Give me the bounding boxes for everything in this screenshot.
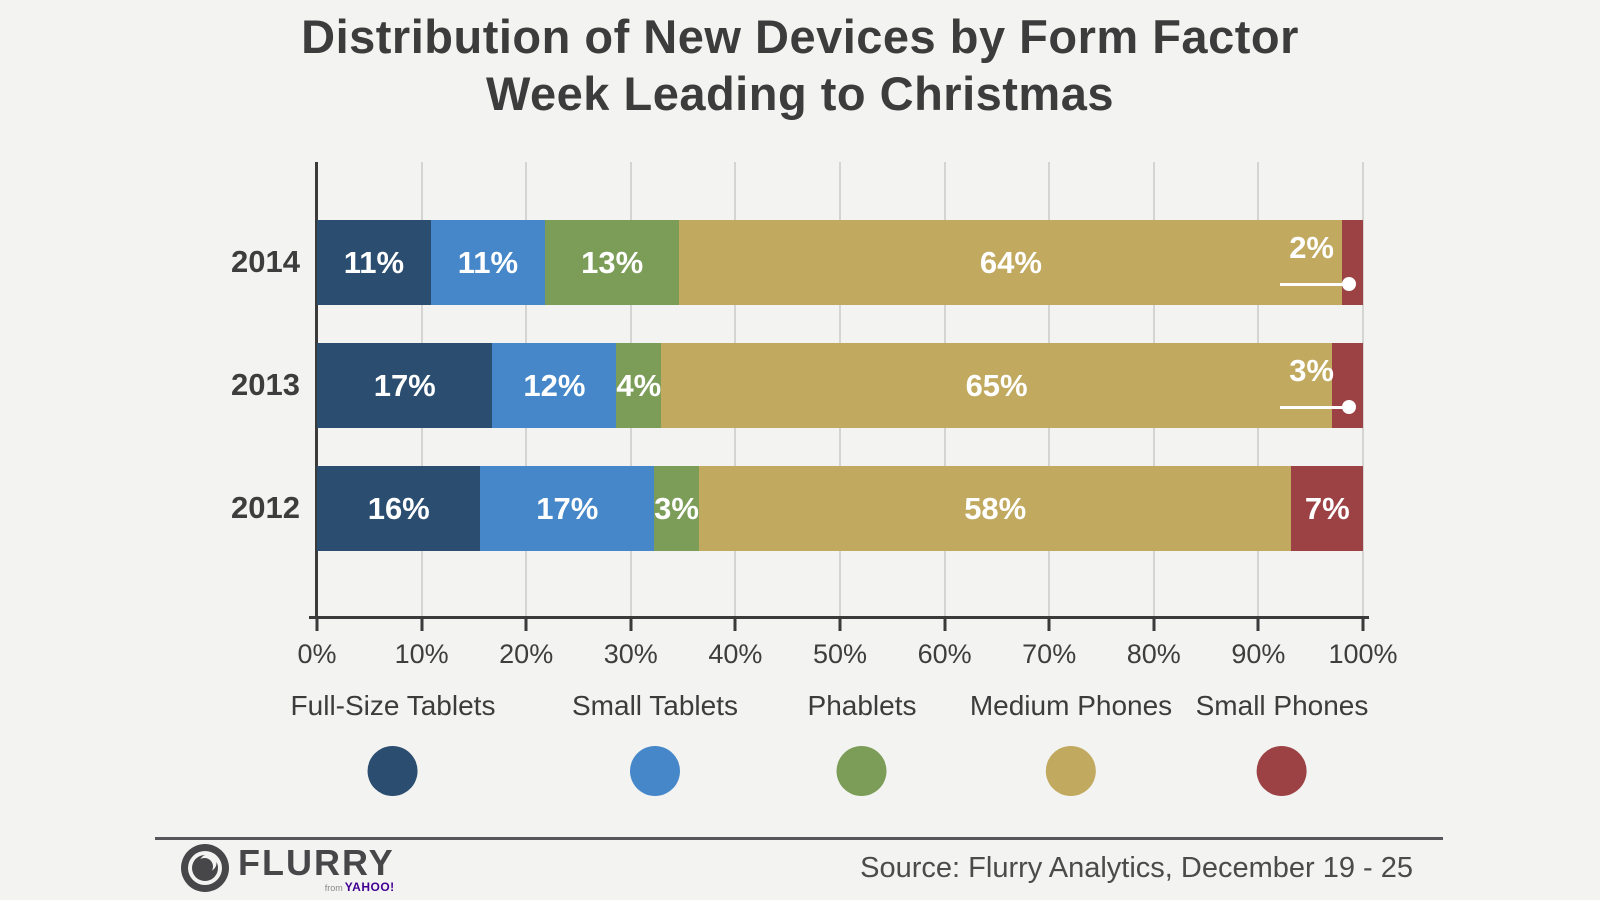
segment-2014-medium-phones: 64% bbox=[679, 220, 1343, 305]
segment-2012-medium-phones: 58% bbox=[698, 466, 1292, 551]
segment-2012-full-size-tablets: 16% bbox=[317, 466, 481, 551]
legend-label: Medium Phones bbox=[969, 690, 1173, 721]
legend-label: Full-Size Tablets bbox=[290, 690, 496, 721]
segment-2014-small-tablets: 11% bbox=[430, 220, 545, 305]
x-axis-line bbox=[309, 616, 1369, 619]
yahoo-byline: from YAHOO! bbox=[238, 881, 395, 894]
x-tick-90% bbox=[1256, 618, 1260, 631]
value-label: 4% bbox=[616, 367, 662, 403]
segment-2014-full-size-tablets: 11% bbox=[317, 220, 431, 305]
flurry-wordmark: FLURRY bbox=[238, 842, 395, 883]
value-label: 11% bbox=[343, 244, 405, 280]
value-label: 58% bbox=[964, 490, 1027, 526]
value-label: 16% bbox=[367, 490, 430, 526]
legend-swatch-circle bbox=[629, 746, 680, 796]
x-tick-label-70%: 70% bbox=[1022, 639, 1077, 669]
callout-dot bbox=[1342, 277, 1356, 291]
flurry-logo-text: FLURRY from YAHOO! bbox=[238, 843, 395, 894]
segment-2012-small-tablets: 17% bbox=[480, 466, 655, 551]
plot-area: 0% 10% 20% 30% 40% 50% 60% 70% 80% 90% 100% 11% 11% 1… bbox=[231, 162, 1398, 669]
segment-2013-small-tablets: 12% bbox=[492, 343, 617, 428]
x-tick-20% bbox=[524, 618, 528, 631]
yahoo-wordmark: YAHOO! bbox=[344, 880, 395, 894]
x-tick-label-40%: 40% bbox=[708, 639, 763, 669]
y-axis-line bbox=[315, 162, 318, 619]
flurry-lens-icon bbox=[181, 844, 229, 892]
segment-2013-small-phones bbox=[1332, 343, 1364, 428]
x-tick-0% bbox=[315, 618, 319, 631]
x-tick-label-90%: 90% bbox=[1231, 639, 1286, 669]
legend-label: Phablets bbox=[807, 690, 917, 721]
footer-divider bbox=[155, 837, 1443, 840]
x-tick-label-30%: 30% bbox=[603, 639, 658, 669]
legend-swatch-circle bbox=[837, 746, 887, 796]
bar-2013: 17% 12% 4% 65% 3% bbox=[317, 343, 1364, 428]
legend-item-phablets: Phablets bbox=[807, 690, 917, 796]
callout-value-label: 3% bbox=[1289, 353, 1334, 388]
category-label-2013: 2013 bbox=[231, 367, 300, 402]
x-tick-10% bbox=[420, 618, 424, 631]
chart-title: Distribution of New Devices by Form Fact… bbox=[0, 8, 1600, 122]
x-tick-70% bbox=[1047, 618, 1051, 631]
x-tick-label-60%: 60% bbox=[917, 639, 972, 669]
x-tick-label-20%: 20% bbox=[499, 639, 554, 669]
callout-value-label: 2% bbox=[1289, 230, 1334, 265]
segment-2012-phablets: 3% bbox=[654, 466, 699, 551]
legend-item-medium-phones: Medium Phones bbox=[970, 690, 1172, 796]
value-label: 17% bbox=[373, 367, 436, 403]
callout-dot bbox=[1342, 400, 1356, 414]
x-tick-50% bbox=[838, 618, 842, 631]
value-label: 12% bbox=[523, 367, 586, 403]
x-tick-30% bbox=[629, 618, 633, 631]
value-label: 11% bbox=[457, 244, 519, 280]
x-tick-40% bbox=[733, 618, 737, 631]
legend-swatch-circle bbox=[368, 746, 418, 796]
legend-label: Small Phones bbox=[1195, 690, 1369, 721]
x-tick-60% bbox=[943, 618, 947, 631]
x-tick-label-50%: 50% bbox=[812, 639, 868, 669]
value-label: 64% bbox=[979, 244, 1042, 280]
legend-swatch-circle bbox=[1046, 746, 1096, 796]
segment-2014-small-phones bbox=[1342, 220, 1364, 305]
value-label: 3% bbox=[654, 490, 699, 526]
category-label-2012: 2012 bbox=[231, 490, 300, 525]
title-line-1: Distribution of New Devices by Form Fact… bbox=[301, 10, 1299, 63]
legend-label: Small Tablets bbox=[571, 690, 739, 721]
bar-2014: 11% 11% 13% 64% 2% bbox=[317, 220, 1364, 305]
value-label: 13% bbox=[581, 244, 644, 280]
legend-item-small-phones: Small Phones bbox=[1195, 690, 1369, 796]
segment-2012-small-phones: 7% bbox=[1291, 466, 1363, 551]
yahoo-byline-from: from bbox=[324, 883, 343, 893]
x-tick-100% bbox=[1361, 618, 1365, 631]
x-tick-80% bbox=[1152, 618, 1156, 631]
segment-2013-phablets: 4% bbox=[616, 343, 662, 428]
callout-line bbox=[1280, 283, 1350, 286]
legend-item-small-tablets: Small Tablets bbox=[572, 690, 738, 796]
x-tick-label-10%: 10% bbox=[394, 639, 449, 669]
callout-line bbox=[1280, 406, 1350, 409]
x-tick-label-100%: 100% bbox=[1328, 639, 1398, 669]
legend-swatch-circle bbox=[1256, 746, 1307, 796]
value-label: 17% bbox=[536, 490, 599, 526]
segment-2014-phablets: 13% bbox=[544, 220, 680, 305]
value-label: 65% bbox=[965, 367, 1028, 403]
value-label: 7% bbox=[1304, 490, 1350, 526]
bar-2012: 16% 17% 3% 58% 7% bbox=[317, 466, 1363, 551]
segment-2013-medium-phones: 65% bbox=[661, 343, 1333, 428]
category-label-2014: 2014 bbox=[231, 244, 300, 279]
x-tick-label-80%: 80% bbox=[1126, 639, 1181, 669]
title-line-2: Week Leading to Christmas bbox=[486, 67, 1114, 120]
flurry-logo: FLURRY from YAHOO! bbox=[180, 843, 395, 894]
source-caption: Source: Flurry Analytics, December 19 - … bbox=[860, 852, 1413, 884]
legend-item-full-size-tablets: Full-Size Tablets bbox=[290, 690, 496, 796]
segment-2013-full-size-tablets: 17% bbox=[317, 343, 493, 428]
x-tick-label-0%: 0% bbox=[297, 639, 337, 669]
